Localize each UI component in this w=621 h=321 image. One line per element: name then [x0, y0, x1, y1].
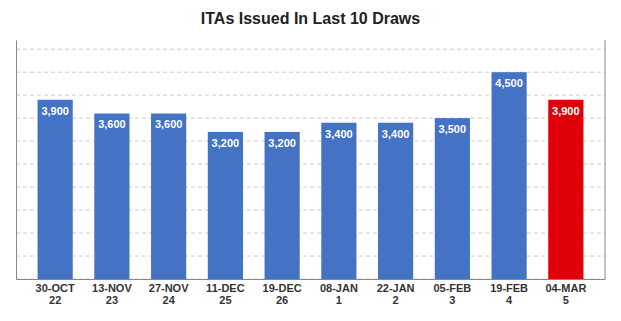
x-tick-label: 19-FEB4	[490, 282, 528, 307]
x-tick-label: 19-DEC26	[263, 282, 302, 307]
plot: 30-OCT22 13-NOV23 27-NOV24 11-DEC25 19-DEC26…	[16, 40, 606, 306]
bars	[38, 72, 584, 279]
y-axis-line	[16, 41, 17, 280]
y-axis	[16, 41, 18, 280]
x-axis-line	[17, 279, 606, 280]
data-label: 3,900	[41, 105, 69, 117]
title: ITAs Issued In Last 10 Draws	[201, 10, 420, 27]
frame-line	[605, 40, 606, 279]
x-tick-label: 30-OCT22	[36, 282, 75, 307]
bar	[265, 132, 300, 279]
x-tick: 19-DEC26	[263, 279, 302, 306]
data-label: 3,600	[98, 118, 126, 130]
x-tick: 27-NOV24	[149, 279, 189, 306]
x-tick: 11-DEC25	[206, 279, 245, 306]
bar	[38, 100, 73, 279]
data-label: 3,400	[325, 128, 353, 140]
x-tick-label: 22-JAN2	[377, 282, 415, 307]
data-labels: 3,900 3,600 3,600 3,200 3,200 3,400 3,400 3,500…	[41, 77, 579, 149]
data-label: 3,200	[268, 137, 296, 149]
bar	[321, 123, 356, 279]
data-label: 4,500	[495, 77, 523, 89]
x-tick-label: 13-NOV23	[92, 282, 132, 307]
x-tick: 19-FEB4	[490, 279, 528, 306]
bar	[435, 118, 470, 279]
chart: ITAs Issued In Last 10 Draws 30-OCT22 13-N…	[0, 0, 621, 321]
grid	[16, 49, 605, 279]
data-label: 3,900	[552, 105, 580, 117]
bar	[492, 72, 527, 279]
data-label: 3,400	[382, 128, 410, 140]
grid-line	[16, 49, 605, 50]
bar	[378, 123, 413, 279]
bar	[548, 100, 583, 279]
data-label: 3,500	[439, 123, 467, 135]
x-tick-label: 08-JAN1	[320, 282, 358, 307]
x-tick: 04-MAR5	[545, 279, 586, 306]
x-axis: 30-OCT22 13-NOV23 27-NOV24 11-DEC25 19-DEC26…	[17, 279, 606, 306]
x-tick: 22-JAN2	[377, 279, 415, 306]
x-tick-label: 05-FEB3	[433, 282, 471, 307]
x-tick-label: 27-NOV24	[149, 282, 189, 307]
x-tick: 13-NOV23	[92, 279, 132, 306]
data-label: 3,200	[212, 137, 240, 149]
bar	[94, 114, 129, 279]
x-tick: 05-FEB3	[433, 279, 471, 306]
x-tick: 30-OCT22	[36, 279, 75, 306]
data-label: 3,600	[155, 118, 183, 130]
bar	[151, 114, 186, 279]
x-tick-label: 11-DEC25	[206, 282, 245, 307]
bar	[208, 132, 243, 279]
x-tick-label: 04-MAR5	[545, 282, 586, 307]
x-tick: 08-JAN1	[320, 279, 358, 306]
